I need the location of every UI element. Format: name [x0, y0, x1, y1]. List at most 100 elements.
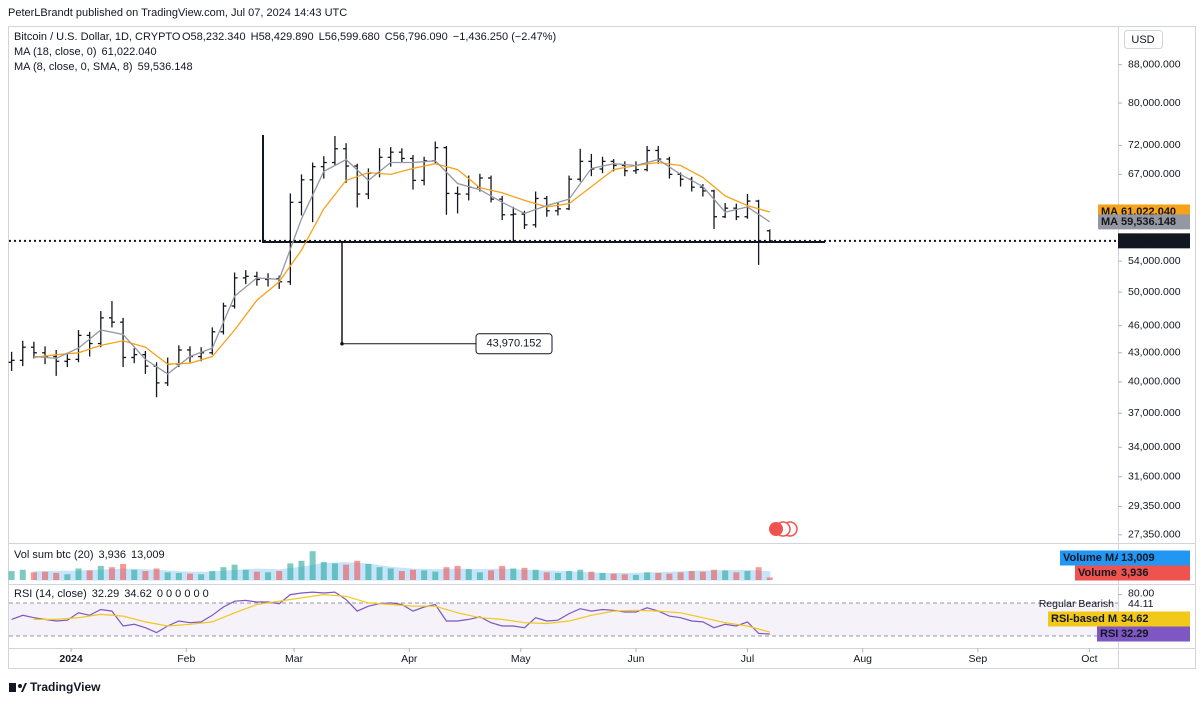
volume-bar — [599, 572, 606, 580]
volume-bar — [220, 567, 227, 580]
chart-frame — [8, 26, 1196, 669]
ohlc-bar — [75, 330, 82, 363]
rsi-badge-label: RSI — [1100, 628, 1118, 640]
legend-value: −1,436.250 (−2.47%) — [453, 31, 556, 43]
last-price-badge: 56,796.090 — [1121, 235, 1176, 247]
x-tick-label: Oct — [1081, 653, 1097, 665]
divergence-value: 44.11 — [1128, 598, 1154, 610]
volume-bar — [454, 565, 461, 580]
ohlc-bar — [142, 350, 149, 374]
ma-badge-label: MA — [1101, 216, 1118, 228]
ma-badge-label-bg — [1098, 214, 1118, 230]
ohlc-bar — [320, 156, 327, 179]
legend-value: 34.62 — [124, 588, 152, 600]
x-tick-label: 2024 — [59, 653, 83, 665]
volume-bar — [532, 569, 539, 580]
legend-value: O58,232.340 — [182, 31, 246, 43]
volume-bar — [476, 572, 483, 580]
y-tick-label: 88,000.000 — [1128, 58, 1181, 70]
volume-bar — [711, 569, 718, 580]
volume-bar — [766, 577, 773, 580]
ohlc-bar — [86, 331, 93, 357]
currency-button[interactable] — [1124, 30, 1163, 49]
legend-value: L56,599.680 — [319, 31, 380, 43]
ohlc-bar — [331, 136, 338, 166]
legend-extra: 0 0 0 0 0 0 — [157, 588, 209, 600]
volume-bar — [744, 571, 751, 580]
y-tick-label: 80,000.000 — [1128, 97, 1181, 109]
y-tick-label: 34,000.000 — [1128, 441, 1181, 453]
volume-bar — [108, 567, 115, 580]
y-tick-label: 80.00 — [1128, 587, 1154, 599]
ohlc-bar — [443, 145, 450, 215]
ohlc-bar — [97, 311, 104, 348]
volume-bar — [365, 564, 372, 580]
footer-brand: TradingView — [30, 680, 101, 694]
volume-bar — [175, 572, 182, 580]
volume-bar — [97, 565, 104, 580]
volume-bar — [75, 568, 82, 580]
volume-bar — [265, 572, 272, 580]
ohlc-bar — [722, 202, 729, 219]
volume-bar — [443, 567, 450, 580]
volume-badge-label-bg — [1060, 550, 1118, 566]
volume-bar — [699, 571, 706, 580]
ohlc-bar — [599, 156, 606, 174]
volume-bar — [499, 565, 506, 580]
volume-bar — [331, 563, 338, 580]
volume-bar — [53, 572, 60, 580]
volume-badge-label-bg — [1075, 565, 1118, 581]
volume-bar — [722, 570, 729, 580]
volume-bar — [588, 571, 595, 580]
annotation-label: 43,970.152 — [486, 338, 541, 350]
volume-bar — [320, 562, 327, 580]
rsi-badge-label-bg — [1097, 626, 1118, 642]
volume-bar — [86, 570, 93, 580]
ohlc-bar — [343, 143, 350, 183]
rsi-badge-value: 34.62 — [1121, 613, 1149, 625]
ohlc-bar — [566, 175, 573, 211]
rsi-badge-value: 32.29 — [1121, 628, 1149, 640]
ohlc-bar — [577, 148, 584, 182]
volume-bar — [131, 569, 138, 580]
legend-title: Vol sum btc (20) — [14, 549, 93, 561]
measure-point — [340, 342, 344, 346]
volume-bar — [19, 569, 26, 580]
volume-bar — [287, 563, 294, 580]
ohlc-bar — [8, 351, 15, 371]
ohlc-bar — [454, 186, 461, 214]
ohlc-bar — [19, 340, 26, 367]
volume-badge-label: Volume MA — [1063, 552, 1122, 564]
moving-average — [33, 161, 770, 365]
legend-value: H58,429.890 — [251, 31, 314, 43]
legend-title: RSI (14, close) — [14, 588, 87, 600]
ohlc-bar — [588, 153, 595, 177]
volume-bar — [632, 574, 639, 580]
y-tick-label: 37,000.000 — [1128, 407, 1181, 419]
icon-circle — [769, 522, 783, 536]
ohlc-bar — [64, 352, 71, 368]
last-price-badge-bg — [1118, 233, 1190, 249]
legend-value: 59,536.148 — [138, 61, 193, 73]
volume-bar — [733, 572, 740, 580]
volume-bar — [142, 571, 149, 580]
ohlc-bar — [220, 302, 227, 335]
ohlc-bar — [644, 145, 651, 172]
legend-name: MA (8, close, 0, SMA, 8) — [14, 61, 133, 73]
volume-bar — [120, 564, 127, 580]
x-tick-label: May — [511, 653, 532, 665]
logo-mark — [9, 683, 16, 692]
ohlc-bar — [655, 145, 662, 164]
legend-name: MA (18, close, 0) — [14, 46, 97, 58]
volume-bar — [231, 564, 238, 580]
footer-logo: TradingView — [9, 680, 101, 694]
volume-bar — [521, 567, 528, 580]
y-tick-label: 50,000.000 — [1128, 286, 1181, 298]
volume-bar — [577, 569, 584, 580]
divergence-label: Regular Bearish — [1039, 598, 1114, 610]
x-tick-label: Jul — [741, 653, 754, 665]
volume-bar — [510, 568, 517, 580]
ohlc-bar — [287, 193, 294, 285]
ohlc-bar — [398, 148, 405, 163]
rsi-line — [11, 591, 770, 635]
